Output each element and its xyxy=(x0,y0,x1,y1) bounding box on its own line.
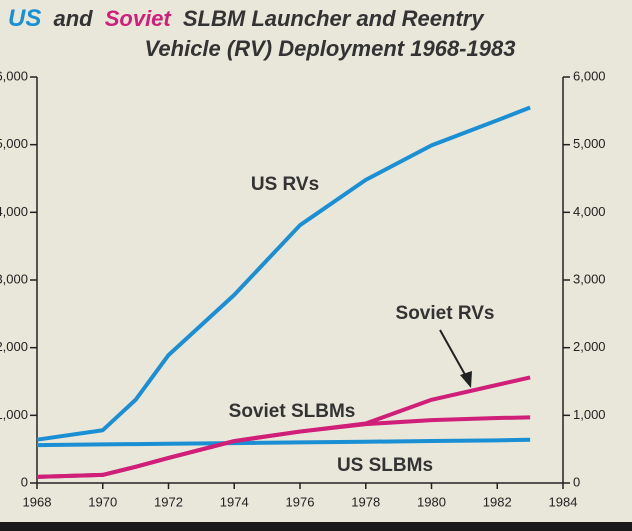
y-tick-label: 6,000 xyxy=(0,68,28,83)
series-line xyxy=(36,375,531,479)
series-line xyxy=(36,437,531,448)
y-tick-label: 2,000 xyxy=(0,339,28,354)
title-part: Soviet xyxy=(105,6,173,31)
chart-title: US and Soviet SLBM Launcher and Reentry xyxy=(8,5,485,32)
x-tick-label: 1968 xyxy=(23,494,52,509)
y-tick-label: 0 xyxy=(21,474,28,489)
y-tick-label: 3,000 xyxy=(0,271,28,286)
series-line xyxy=(36,415,531,479)
y2-tick-label: 0 xyxy=(573,474,580,489)
series-label: US RVs xyxy=(251,174,319,195)
y2-tick-label: 2,000 xyxy=(573,339,606,354)
y-tick-label: 4,000 xyxy=(0,204,28,219)
y2-tick-label: 1,000 xyxy=(573,407,606,422)
title-part: and xyxy=(53,6,93,31)
x-tick-label: 1982 xyxy=(483,494,512,509)
y2-tick-label: 4,000 xyxy=(573,204,606,219)
y-tick-label: 5,000 xyxy=(0,136,28,151)
x-tick-label: 1980 xyxy=(417,494,446,509)
bottom-border xyxy=(0,522,632,531)
y2-tick-label: 6,000 xyxy=(573,68,606,83)
annotation-arrow xyxy=(439,329,469,381)
x-tick-label: 1984 xyxy=(549,494,578,509)
y2-tick-label: 5,000 xyxy=(573,136,606,151)
chart-subtitle: Vehicle (RV) Deployment 1968-1983 xyxy=(145,36,516,61)
x-tick-label: 1976 xyxy=(286,494,315,509)
title-part: SLBM Launcher and Reentry xyxy=(183,6,485,31)
annotation-arrowhead xyxy=(460,371,472,388)
series-label: Soviet RVs xyxy=(396,303,495,324)
x-tick-label: 1972 xyxy=(154,494,183,509)
series-label: Soviet SLBMs xyxy=(229,401,356,422)
x-tick-label: 1974 xyxy=(220,494,249,509)
x-tick-label: 1970 xyxy=(88,494,117,509)
y2-tick-label: 3,000 xyxy=(573,271,606,286)
series-label: US SLBMs xyxy=(337,455,433,476)
y-tick-label: 1,000 xyxy=(0,407,28,422)
title-part: US xyxy=(8,5,41,32)
x-tick-label: 1978 xyxy=(351,494,380,509)
series-line xyxy=(36,105,531,442)
